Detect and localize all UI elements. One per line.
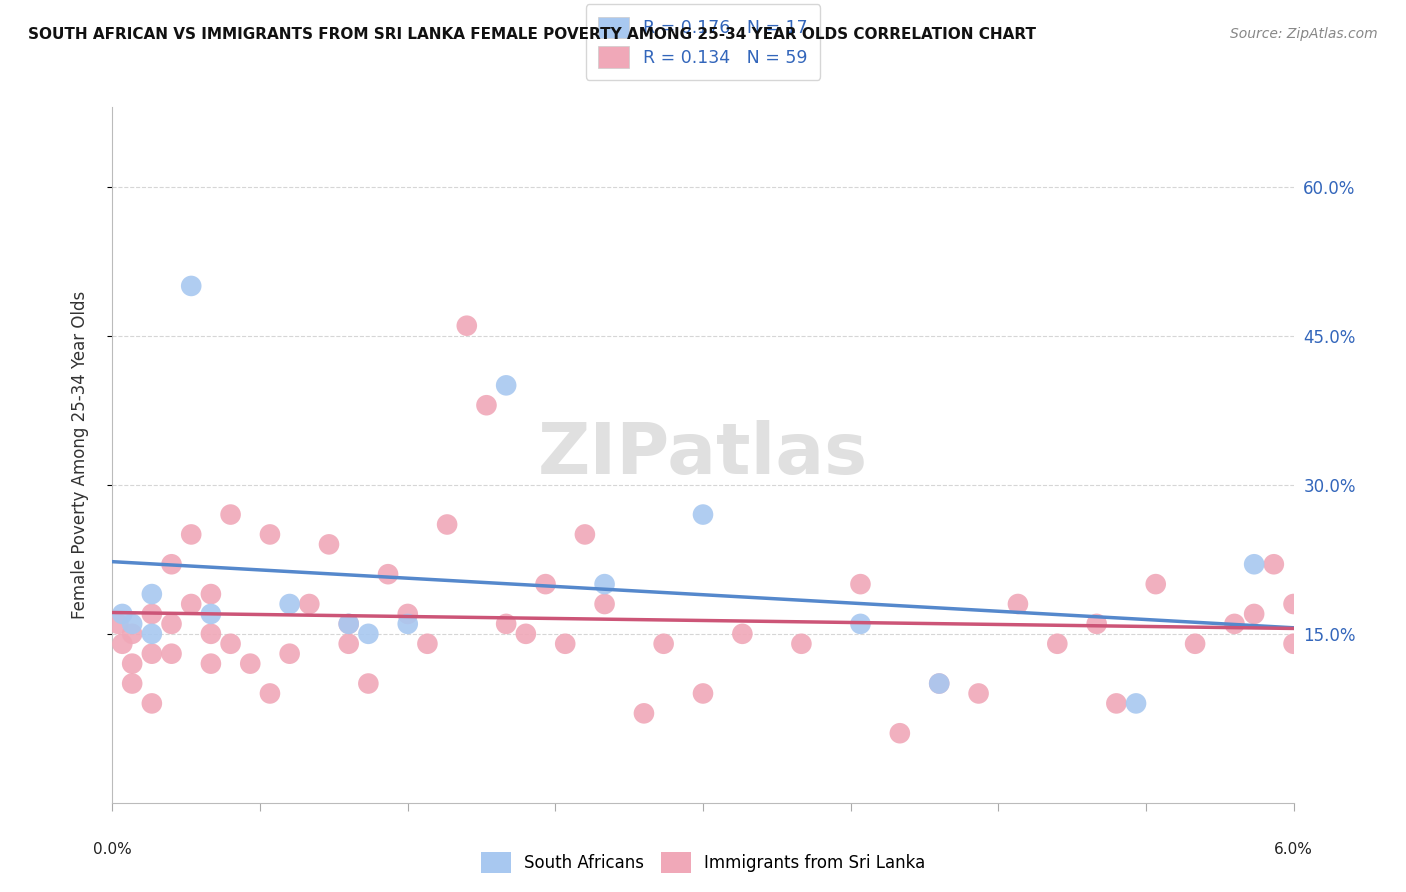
Point: [574, 527, 596, 541]
Text: 0.0%: 0.0%: [93, 842, 132, 856]
Point: [1282, 597, 1305, 611]
Point: [141, 607, 163, 621]
Point: [1007, 597, 1029, 611]
Point: [259, 527, 281, 541]
Point: [141, 627, 163, 641]
Point: [180, 279, 202, 293]
Text: SOUTH AFRICAN VS IMMIGRANTS FROM SRI LANKA FEMALE POVERTY AMONG 25-34 YEAR OLDS : SOUTH AFRICAN VS IMMIGRANTS FROM SRI LAN…: [28, 27, 1036, 42]
Point: [1243, 607, 1265, 621]
Legend: South Africans, Immigrants from Sri Lanka: South Africans, Immigrants from Sri Lank…: [474, 846, 932, 880]
Point: [1184, 637, 1206, 651]
Point: [111, 607, 134, 621]
Point: [111, 637, 134, 651]
Point: [692, 508, 714, 522]
Point: [456, 318, 478, 333]
Point: [180, 527, 202, 541]
Point: [278, 647, 301, 661]
Point: [200, 657, 222, 671]
Point: [1282, 637, 1305, 651]
Point: [160, 647, 183, 661]
Text: 6.0%: 6.0%: [1274, 842, 1313, 856]
Point: [1263, 558, 1285, 572]
Point: [1125, 697, 1147, 711]
Text: Source: ZipAtlas.com: Source: ZipAtlas.com: [1230, 27, 1378, 41]
Point: [1243, 558, 1265, 572]
Point: [141, 647, 163, 661]
Point: [889, 726, 911, 740]
Point: [200, 607, 222, 621]
Point: [180, 597, 202, 611]
Point: [593, 577, 616, 591]
Point: [337, 616, 360, 631]
Point: [515, 627, 537, 641]
Point: [141, 697, 163, 711]
Point: [396, 607, 419, 621]
Point: [652, 637, 675, 651]
Point: [278, 597, 301, 611]
Point: [357, 676, 380, 690]
Point: [475, 398, 498, 412]
Point: [298, 597, 321, 611]
Point: [928, 676, 950, 690]
Point: [1105, 697, 1128, 711]
Point: [160, 616, 183, 631]
Legend: R = 0.176   N = 17, R = 0.134   N = 59: R = 0.176 N = 17, R = 0.134 N = 59: [586, 4, 820, 79]
Point: [554, 637, 576, 651]
Point: [318, 537, 340, 551]
Point: [337, 616, 360, 631]
Point: [534, 577, 557, 591]
Point: [107, 616, 129, 631]
Point: [1144, 577, 1167, 591]
Point: [200, 587, 222, 601]
Point: [416, 637, 439, 651]
Point: [967, 686, 990, 700]
Y-axis label: Female Poverty Among 25-34 Year Olds: Female Poverty Among 25-34 Year Olds: [70, 291, 89, 619]
Point: [160, 558, 183, 572]
Text: ZIPatlas: ZIPatlas: [538, 420, 868, 490]
Point: [219, 637, 242, 651]
Point: [1223, 616, 1246, 631]
Point: [121, 616, 143, 631]
Point: [633, 706, 655, 721]
Point: [790, 637, 813, 651]
Point: [731, 627, 754, 641]
Point: [1085, 616, 1108, 631]
Point: [593, 597, 616, 611]
Point: [849, 577, 872, 591]
Point: [849, 616, 872, 631]
Point: [495, 616, 517, 631]
Point: [357, 627, 380, 641]
Point: [436, 517, 458, 532]
Point: [121, 676, 143, 690]
Point: [377, 567, 399, 582]
Point: [141, 587, 163, 601]
Point: [239, 657, 262, 671]
Point: [692, 686, 714, 700]
Point: [259, 686, 281, 700]
Point: [928, 676, 950, 690]
Point: [1046, 637, 1069, 651]
Point: [121, 627, 143, 641]
Point: [495, 378, 517, 392]
Point: [337, 637, 360, 651]
Point: [121, 657, 143, 671]
Point: [396, 616, 419, 631]
Point: [200, 627, 222, 641]
Point: [219, 508, 242, 522]
